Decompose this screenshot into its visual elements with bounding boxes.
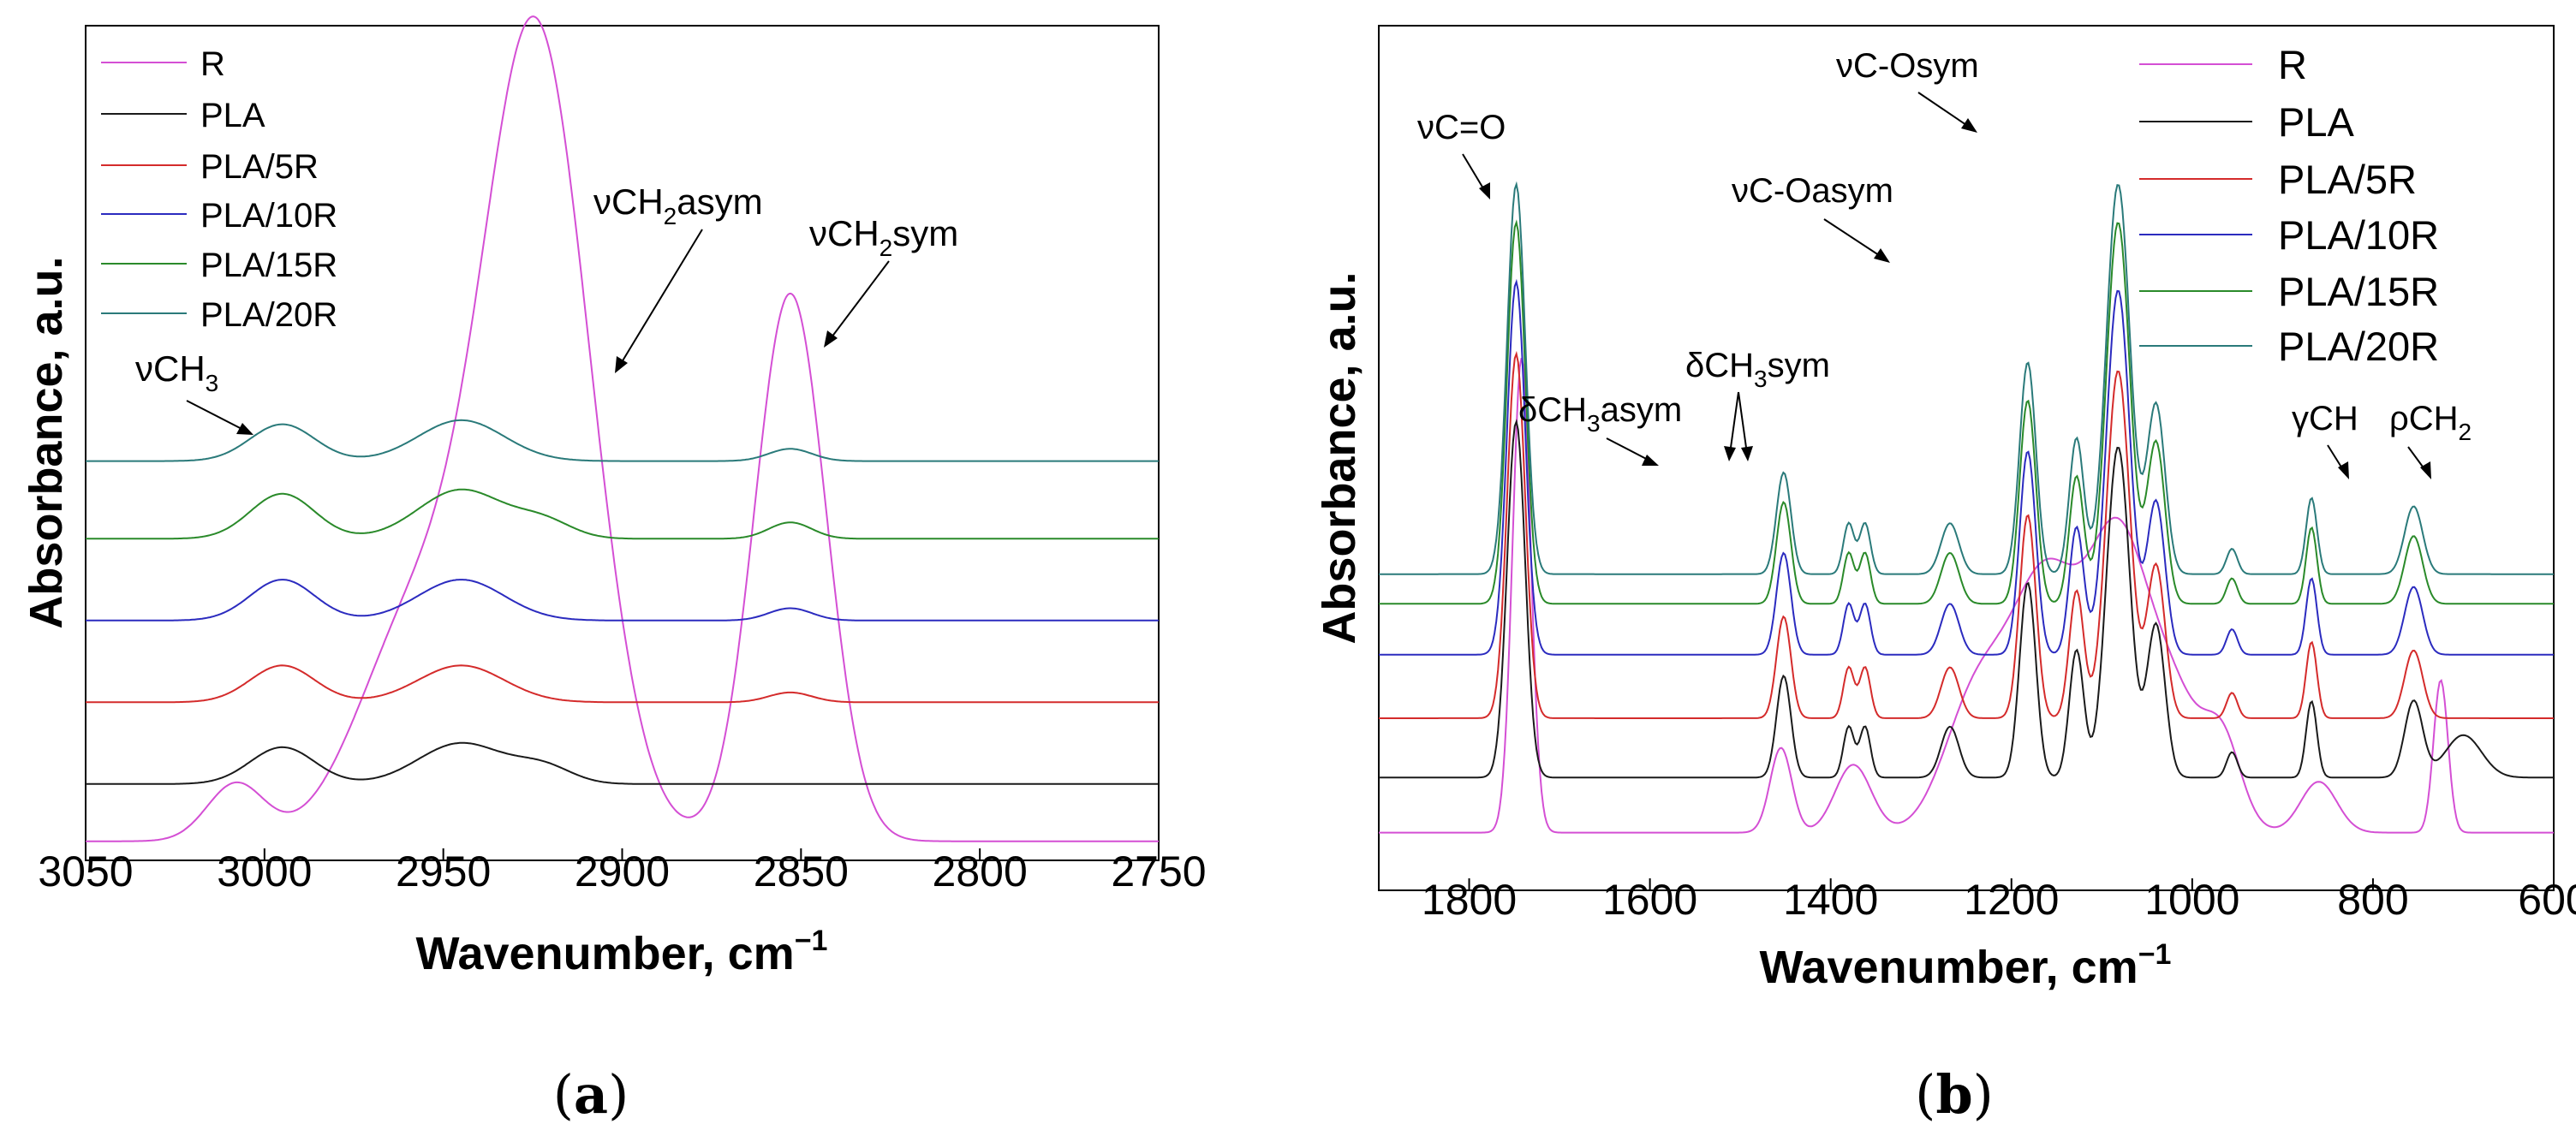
series-line-b-r: [1379, 358, 2554, 834]
legend-b-label-pla20r: PLA/20R: [2278, 324, 2439, 369]
caption-b: (b): [1915, 1063, 1994, 1126]
annot-b-nucosym: νC-Osym: [1836, 47, 1979, 85]
legend-a-label-pla5r: PLA/5R: [200, 148, 319, 186]
annot-b-nuco-arrow: [1462, 153, 1487, 193]
xtick-label-a-5: 2800: [933, 848, 1028, 895]
annot-b-dch3sym-arrow-2: [1738, 391, 1748, 455]
annot-a-nuch2sym: νCH2sym: [809, 213, 958, 261]
annot-a-nuch2sym-arrowhead: [824, 330, 838, 348]
annot-b-dch3sym-arrow-1: [1729, 391, 1739, 455]
series-line-b-pla15r: [1379, 219, 2554, 605]
xtick-label-a-1: 3000: [217, 848, 312, 895]
legend-b-label-r: R: [2278, 42, 2307, 87]
legend-b-label-pla: PLA: [2278, 99, 2354, 145]
annot-b-rhoch2: ρCH2: [2389, 400, 2472, 445]
legend-a-label-pla: PLA: [200, 97, 265, 134]
xtick-label-a-0: 3050: [38, 848, 133, 895]
caption-a: (a): [553, 1063, 629, 1126]
annot-b-dch3sym-arrowhead-1: [1724, 446, 1736, 461]
xtick-label-b-1: 1600: [1602, 876, 1697, 924]
xtick-label-b-6: 600: [2518, 876, 2576, 924]
annot-a-nuch3-arrowhead: [236, 423, 253, 435]
legend-a-label-pla15r: PLA/15R: [200, 247, 337, 284]
panel-b-ylabel: Absorbance, a.u.: [1314, 271, 1365, 644]
legend-a-label-pla20r: PLA/20R: [200, 296, 337, 334]
annot-b-dch3asym-arrow: [1606, 437, 1654, 463]
annot-b-gammach: γCH: [2292, 400, 2358, 437]
annot-b-nuco: νC=O: [1417, 109, 1506, 146]
annot-b-dch3asym: δCH3asym: [1518, 391, 1682, 437]
annot-a-nuch2asym-arrow: [618, 229, 703, 367]
annot-a-nuch2sym-arrow: [828, 260, 890, 342]
annot-b-nucoasym-arrow: [1823, 218, 1885, 259]
annot-b-gammach-arrowhead: [2338, 461, 2349, 479]
xtick-label-a-4: 2850: [754, 848, 849, 895]
xtick-label-b-2: 1400: [1783, 876, 1878, 924]
panel-b: 1800 1600 1400 1200 1000 800 600 Wavenumber, c…: [1314, 25, 2576, 993]
annot-b-dch3sym-arrowhead-2: [1741, 446, 1753, 461]
annot-b-rhoch2-arrowhead: [2420, 461, 2431, 479]
series-line-a-pla15r: [86, 488, 1159, 540]
panel-b-legend: R PLA PLA/5R PLA/10R PLA/15R PLA/20R: [2139, 42, 2439, 369]
xtick-label-b-4: 1000: [2144, 876, 2239, 924]
panel-b-xlabel: Wavenumber, cm−1: [1760, 938, 2172, 993]
annot-a-nuch2asym: νCH2asym: [593, 181, 763, 229]
annot-a-nuch3: νCH3: [135, 348, 218, 396]
series-line-a-pla: [86, 741, 1159, 785]
series-line-a-pla5r: [86, 664, 1159, 704]
panel-a: 3050 3000 2950 2900 2850 2800 2750 Wavenumber,…: [21, 15, 1207, 979]
xtick-label-b-5: 800: [2337, 876, 2408, 924]
xtick-label-b-3: 1200: [1964, 876, 2059, 924]
panel-a-plot: [86, 15, 1159, 842]
panel-a-xlabel: Wavenumber, cm−1: [416, 925, 828, 979]
series-line-a-r: [86, 15, 1159, 842]
annot-b-dch3sym: δCH3sym: [1685, 347, 1830, 392]
xtick-label-a-2: 2950: [396, 848, 491, 895]
legend-b-label-pla5r: PLA/5R: [2278, 157, 2417, 202]
annot-a-nuch2asym-arrowhead: [615, 356, 628, 373]
panel-b-frame: [1378, 25, 2555, 891]
panel-a-xticks: 3050 3000 2950 2900 2850 2800 2750: [38, 848, 1206, 895]
annot-b-nucosym-arrowhead: [1961, 118, 1977, 133]
legend-a-label-r: R: [200, 45, 225, 83]
series-line-b-pla10r: [1379, 278, 2554, 656]
legend-a-label-pla10r: PLA/10R: [200, 197, 337, 235]
xtick-label-a-3: 2900: [575, 848, 670, 895]
series-line-a-pla20r: [86, 419, 1159, 462]
series-line-b-pla5r: [1379, 350, 2554, 719]
panel-b-plot: [1379, 181, 2554, 834]
annot-a-nuch3-arrow: [186, 400, 249, 433]
panel-a-annotations: νCH3 νCH2asym νCH2sym: [135, 181, 958, 435]
series-line-b-pla20r: [1379, 181, 2554, 575]
annot-b-nucoasym-arrowhead: [1874, 248, 1890, 263]
annot-b-nuco-arrowhead: [1479, 182, 1490, 199]
annot-b-nucosym-arrow: [1917, 92, 1972, 129]
legend-b-label-pla15r: PLA/15R: [2278, 269, 2439, 314]
xtick-label-b-0: 1800: [1422, 876, 1517, 924]
panel-b-annotations: νC=O δCH3asym δCH3sym νC-Oasym νC-Osym γ…: [1417, 47, 2472, 479]
xtick-label-a-6: 2750: [1111, 848, 1206, 895]
panel-a-ylabel: Absorbance, a.u.: [21, 256, 72, 628]
annot-b-nucoasym: νC-Oasym: [1732, 172, 1893, 210]
annot-b-dch3asym-arrowhead: [1642, 455, 1659, 466]
series-line-b-pla: [1379, 419, 2554, 779]
legend-b-label-pla10r: PLA/10R: [2278, 212, 2439, 258]
panel-a-legend: R PLA PLA/5R PLA/10R PLA/15R PLA/20R: [101, 45, 337, 334]
panel-b-xticks: 1800 1600 1400 1200 1000 800 600: [1422, 876, 2576, 924]
series-line-a-pla10r: [86, 579, 1159, 622]
